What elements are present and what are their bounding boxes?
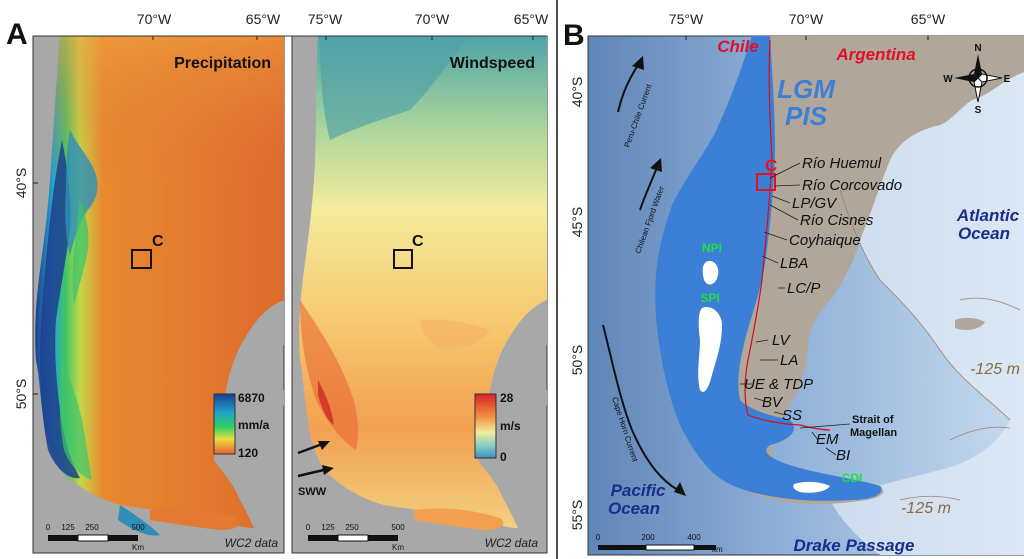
lon-label-75w-b: 75°W xyxy=(669,11,704,27)
label-lgm: LGM xyxy=(777,74,836,104)
wind-legend-unit: m/s xyxy=(500,419,521,433)
label-cdi: CDI xyxy=(842,471,863,485)
compass-e: E xyxy=(1004,74,1011,85)
relief-scale-bar xyxy=(598,544,716,551)
relief-scale-unit: km xyxy=(712,545,723,554)
site-rio-cisnes: Río Cisnes xyxy=(800,212,874,229)
precip-study-box xyxy=(131,249,152,269)
lat-label-55s-b: 55°S xyxy=(569,500,585,531)
relief-box-label: C xyxy=(765,156,777,175)
wind-scale-0: 0 xyxy=(306,523,311,532)
label-argentina: Argentina xyxy=(835,45,915,64)
sww-label: SWW xyxy=(298,486,327,498)
site-ss: SS xyxy=(782,407,802,424)
site-lc-p: LC/P xyxy=(787,280,820,297)
compass-s: S xyxy=(975,105,982,116)
relief-scale-0: 0 xyxy=(596,533,601,542)
site-rio-huemul: Río Huemul xyxy=(802,155,882,172)
label-npi: NPI xyxy=(702,241,722,255)
label-atlantic-2: Ocean xyxy=(958,224,1010,243)
label-strait-2: Magellan xyxy=(850,427,897,439)
precip-legend-unit: mm/a xyxy=(238,418,270,432)
site-lba: LBA xyxy=(780,255,808,272)
wind-legend-bar xyxy=(474,393,497,459)
depth-label-atlantic: -125 m xyxy=(970,361,1020,378)
lon-label-70w-wind: 70°W xyxy=(415,11,450,27)
precip-legend-bar xyxy=(213,393,236,455)
lon-label-65w-a: 65°W xyxy=(246,11,281,27)
site-coyhaique: Coyhaique xyxy=(789,232,861,249)
wind-scale-unit: Km xyxy=(392,543,404,552)
site-lp-gv: LP/GV xyxy=(792,195,838,212)
wind-study-box xyxy=(393,249,413,269)
precip-scale-0: 0 xyxy=(46,523,51,532)
relief-study-box xyxy=(756,173,776,191)
wind-box-label: C xyxy=(412,233,424,250)
label-pacific-1: Pacific xyxy=(611,481,666,500)
precip-source: WC2 data xyxy=(225,536,279,550)
compass-n: N xyxy=(974,43,981,54)
site-em: EM xyxy=(816,431,839,448)
panel-letter-a: A xyxy=(6,18,28,51)
precip-legend-max: 6870 xyxy=(238,391,265,405)
wind-scale-500: 500 xyxy=(391,523,405,532)
lon-label-65w-b: 65°W xyxy=(911,11,946,27)
precip-scale-unit: Km xyxy=(132,543,144,552)
precip-scale-125: 125 xyxy=(61,523,75,532)
wind-legend-min: 0 xyxy=(500,450,507,464)
site-la: LA xyxy=(780,352,798,369)
precip-scale-bar xyxy=(48,534,138,542)
relief-map xyxy=(587,35,1024,556)
relief-scale-400: 400 xyxy=(687,533,701,542)
wind-title: Windspeed xyxy=(450,55,535,72)
label-drake-passage: Drake Passage xyxy=(794,536,915,555)
precipitation-map xyxy=(32,35,285,554)
wind-scale-250: 250 xyxy=(345,523,359,532)
label-pis: PIS xyxy=(785,101,828,131)
precip-scale-500: 500 xyxy=(131,523,145,532)
panel-letter-b: B xyxy=(563,19,585,52)
precip-title: Precipitation xyxy=(174,55,271,72)
site-rio-corcovado: Río Corcovado xyxy=(802,177,902,194)
wind-legend-max: 28 xyxy=(500,391,514,405)
lat-label-40s-a: 40°S xyxy=(13,168,29,199)
windspeed-map xyxy=(291,35,548,554)
label-pacific-2: Ocean xyxy=(608,499,660,518)
wind-source: WC2 data xyxy=(485,536,539,550)
lon-label-70w-a: 70°W xyxy=(137,11,172,27)
site-bv: BV xyxy=(762,394,784,411)
lon-label-75w-wind: 75°W xyxy=(308,11,343,27)
depth-label-south: -125 m xyxy=(901,500,951,517)
site-bi: BI xyxy=(836,447,850,464)
lon-label-70w-b: 70°W xyxy=(789,11,824,27)
site-lv: LV xyxy=(772,332,792,349)
compass-icon xyxy=(954,54,1003,103)
relief-scale-200: 200 xyxy=(641,533,655,542)
site-ue-tdp: UE & TDP xyxy=(744,376,813,393)
precip-legend-min: 120 xyxy=(238,446,258,460)
precip-box-label: C xyxy=(152,233,164,250)
lat-label-40s-b: 40°S xyxy=(569,77,585,108)
label-atlantic-1: Atlantic xyxy=(956,206,1020,225)
lat-label-50s-a: 50°S xyxy=(13,379,29,410)
label-strait-1: Strait of xyxy=(852,414,894,426)
label-chile: Chile xyxy=(717,37,759,56)
lon-label-65w-wind: 65°W xyxy=(514,11,549,27)
precip-scale-250: 250 xyxy=(85,523,99,532)
lat-label-50s-b: 50°S xyxy=(569,345,585,376)
compass-w: W xyxy=(943,74,953,85)
wind-scale-bar xyxy=(308,534,398,542)
label-spi: SPI xyxy=(700,291,719,305)
wind-scale-125: 125 xyxy=(321,523,335,532)
lat-label-45s-b: 45°S xyxy=(569,207,585,238)
